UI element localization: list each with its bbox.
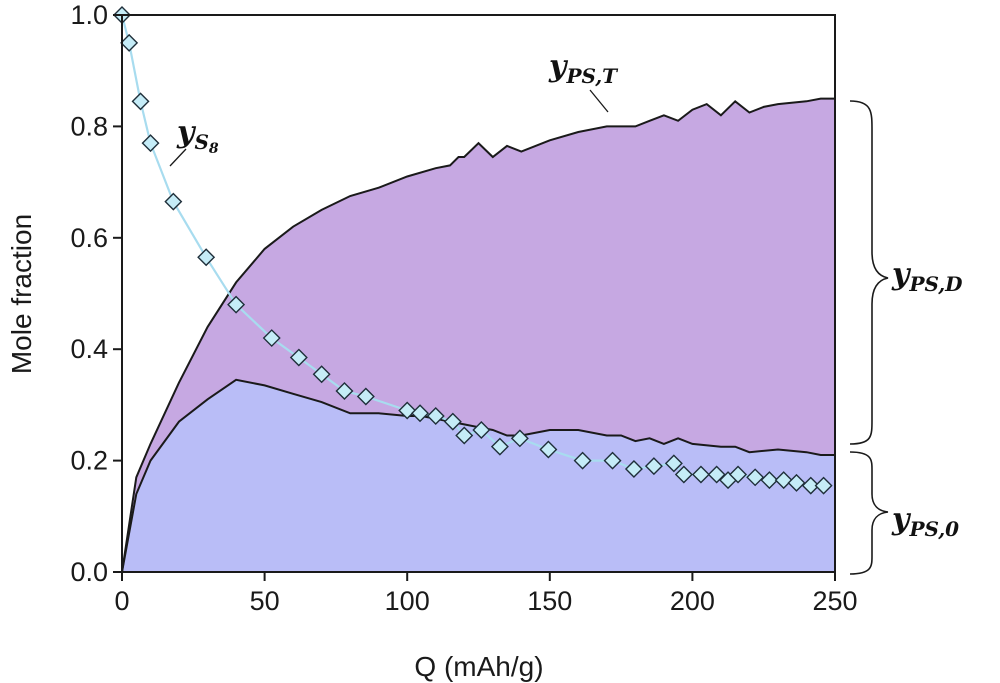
ys8-marker (729, 465, 748, 484)
area-layer (122, 98, 835, 572)
ys8-marker (510, 429, 529, 448)
ys8-marker (312, 365, 331, 384)
ypsd-brace (849, 100, 889, 445)
ys8-marker (141, 134, 160, 153)
x-tick-label: 150 (527, 586, 572, 616)
plot-frame (121, 14, 836, 573)
x-tick-label: 50 (250, 586, 280, 616)
ys8-marker (426, 407, 445, 426)
ys8-marker (472, 420, 491, 439)
ys8-marker (443, 412, 462, 431)
x-tick-label: 250 (812, 586, 857, 616)
y-axis: 0.0 0.2 0.4 0.6 0.8 1.0 (70, 0, 122, 587)
yps0-label: yPS,0 (891, 502, 959, 541)
ys8-marker (490, 437, 509, 456)
y-tick-label: 0.4 (70, 334, 108, 364)
x-axis-title: Q (mAh/g) (414, 651, 543, 682)
ys8-marker (814, 476, 833, 495)
ypsd-area (122, 98, 835, 572)
ys8-marker (787, 473, 806, 492)
ys8-label: yS8 (176, 115, 219, 157)
y-tick-label: 0.6 (70, 223, 108, 253)
ys8-marker (664, 454, 683, 473)
ypsd-label: yPS,D (891, 257, 963, 296)
ys8-marker (624, 459, 643, 478)
yps0-line (121, 378, 835, 573)
ys8-marker (120, 33, 139, 52)
y-axis-title: Mole fraction (6, 214, 37, 374)
x-axis: 0 50 100 150 200 250 (114, 572, 858, 616)
ys8-marker (455, 426, 474, 445)
ys8-marker (760, 471, 779, 490)
ys8-marker (164, 192, 183, 211)
y-tick-label: 1.0 (70, 0, 108, 30)
ys8-marker (289, 348, 308, 367)
ypst-leader (589, 89, 609, 113)
ys8-leader (169, 148, 187, 167)
ys8-marker (398, 401, 417, 420)
yps0-area (122, 379, 835, 572)
x-tick-label: 0 (114, 586, 129, 616)
yps0-brace (849, 451, 889, 575)
ys8-marker (539, 440, 558, 459)
x-tick-label: 200 (670, 586, 715, 616)
ys8-marker (774, 471, 793, 490)
ypst-label: yPS,T (548, 49, 619, 88)
ys8-marker (197, 248, 216, 267)
ys8-marker (227, 295, 246, 314)
ys8-marker (674, 465, 693, 484)
ys8-marker (356, 387, 375, 406)
boundary-lines (121, 97, 835, 573)
ys8-marker (603, 451, 622, 470)
ys8-marker (262, 329, 281, 348)
ys8-marker (335, 381, 354, 400)
ys8-marker (801, 476, 820, 495)
x-tick-label: 100 (385, 586, 430, 616)
ys8-marker (644, 457, 663, 476)
ys8-marker (131, 92, 150, 111)
ys8-marker (573, 451, 592, 470)
ys8-marker (411, 404, 430, 423)
ys8-marker (746, 468, 765, 487)
y-tick-label: 0.0 (70, 557, 108, 587)
y-tick-label: 0.8 (70, 111, 108, 141)
ys8-marker (691, 465, 710, 484)
y-tick-label: 0.2 (70, 446, 108, 476)
ypst-line (121, 97, 835, 573)
